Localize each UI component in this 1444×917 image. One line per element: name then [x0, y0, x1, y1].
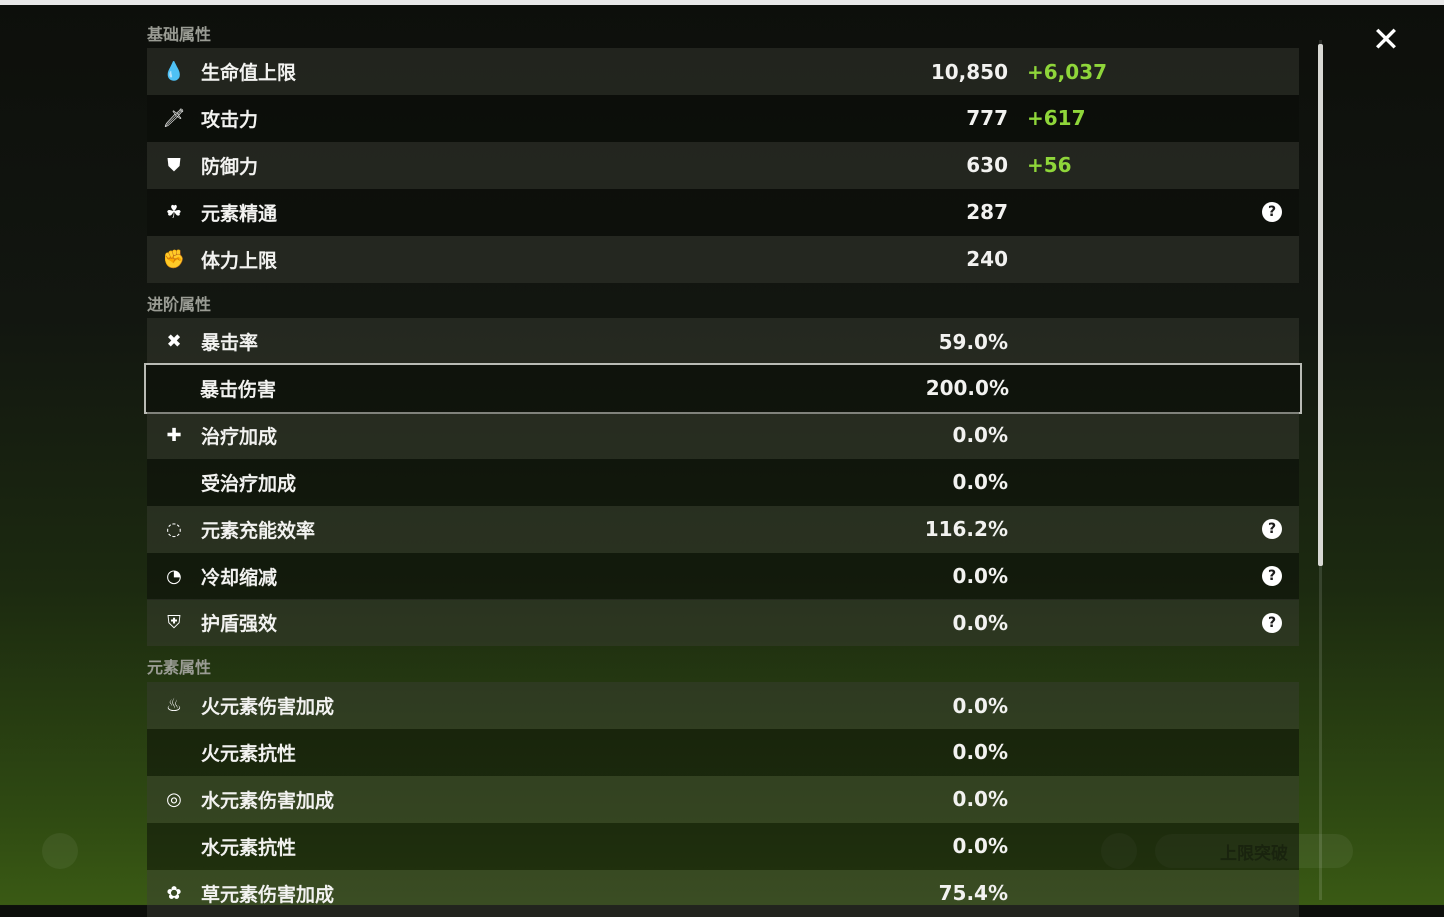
dendro-icon: ✿ — [166, 882, 182, 904]
attribute-value: 59.0% — [938, 329, 1008, 354]
attribute-value: 75.4% — [938, 881, 1008, 906]
attribute-label: 草元素伤害加成 — [201, 883, 335, 906]
attribute-label: 元素充能效率 — [201, 519, 316, 542]
attribute-label: 体力上限 — [201, 249, 278, 272]
attribute-value: 0.0% — [952, 834, 1008, 859]
help-icon[interactable]: ? — [1262, 612, 1282, 633]
attribute-row[interactable]: ⛊ 防御力 630 +56 — [147, 141, 1299, 189]
attribute-value: 0.0% — [952, 610, 1008, 635]
help-icon[interactable]: ? — [1262, 566, 1282, 586]
attribute-row[interactable]: ♨ 火元素伤害加成 0.0% — [147, 682, 1299, 729]
attribute-row[interactable]: 受治疗加成 0.0% — [147, 458, 1299, 506]
attribute-row[interactable]: ✚ 治疗加成 0.0% — [147, 411, 1299, 459]
attribute-row[interactable]: 🗡 攻击力 777 +617 — [147, 94, 1299, 142]
attribute-label: 暴击率 — [201, 332, 259, 354]
attribute-value: 630 — [966, 153, 1008, 178]
section-title: 基础属性 — [147, 25, 212, 44]
attribute-label: 水元素抗性 — [201, 836, 297, 859]
energy-recharge-icon: ◌ — [166, 518, 182, 540]
crit-rate-icon: ✖ — [166, 331, 182, 352]
window-top-edge — [0, 0, 1444, 5]
attribute-row[interactable]: ◔ 冷却缩减 0.0%? — [147, 552, 1299, 600]
section-title: 进阶属性 — [147, 295, 212, 314]
attribute-value: 0.0% — [952, 470, 1008, 495]
attribute-row[interactable]: 火元素抗性 0.0% — [147, 728, 1299, 776]
elemental-mastery-icon: ☘ — [165, 201, 183, 223]
attribute-label: 暴击伤害 — [200, 378, 277, 401]
attribute-value: 777 — [966, 106, 1008, 131]
attribute-label: 元素精通 — [201, 202, 278, 225]
attribute-label: 攻击力 — [201, 108, 259, 131]
attribute-value: 240 — [966, 247, 1008, 272]
attribute-row[interactable]: ◌ 元素充能效率 116.2%? — [147, 505, 1299, 553]
menu-grid-icon — [42, 833, 78, 869]
healing-cross-icon: ✚ — [166, 424, 182, 446]
close-icon: ✕ — [1371, 20, 1401, 60]
hydro-icon: ◎ — [166, 788, 182, 810]
attribute-label: 水元素伤害加成 — [201, 789, 335, 812]
attribute-label: 受治疗加成 — [201, 472, 297, 495]
attribute-label: 冷却缩减 — [201, 566, 278, 589]
attribute-value: 10,850 — [930, 59, 1008, 84]
attribute-value: 0.0% — [952, 740, 1008, 765]
attribute-row[interactable]: ✊ 体力上限 240 — [147, 235, 1299, 283]
attribute-row[interactable]: 水元素抗性 0.0% — [147, 822, 1299, 870]
help-icon[interactable]: ? — [1262, 519, 1282, 540]
attribute-value: 200.0% — [925, 376, 1009, 401]
attribute-row[interactable]: ◎ 水元素伤害加成 0.0% — [147, 775, 1299, 823]
attribute-value: 0.0% — [952, 423, 1008, 448]
attribute-label: 生命值上限 — [201, 62, 297, 84]
shield-strength-icon: ⛨ — [167, 612, 181, 634]
attribute-value: 116.2% — [924, 517, 1008, 542]
attribute-label: 火元素抗性 — [201, 742, 297, 765]
attribute-value: 0.0% — [952, 787, 1008, 812]
attribute-row[interactable]: 💧 生命值上限 10,850 +6,037 — [147, 48, 1299, 95]
close-button[interactable]: ✕ — [1368, 20, 1404, 60]
attribute-label: 火元素伤害加成 — [201, 696, 335, 718]
hp-drop-icon: 💧 — [162, 61, 186, 82]
attribute-row[interactable]: 暴击伤害 200.0% — [144, 362, 1302, 414]
attribute-value: 0.0% — [952, 693, 1008, 718]
attribute-label: 防御力 — [201, 155, 259, 178]
attribute-row[interactable]: ✖ 暴击率 59.0% — [147, 318, 1299, 365]
attribute-label: 护盾强效 — [201, 613, 278, 636]
sword-icon: 🗡 — [162, 107, 186, 129]
attribute-value: 0.0% — [952, 564, 1008, 588]
cooldown-icon: ◔ — [166, 565, 182, 587]
pyro-icon: ♨ — [165, 695, 183, 716]
shield-icon: ⛊ — [167, 154, 181, 176]
attribute-bonus: +617 — [1027, 106, 1086, 131]
stamina-icon: ✊ — [162, 248, 186, 270]
attribute-bonus: +56 — [1027, 153, 1072, 178]
section-title: 元素属性 — [147, 658, 212, 677]
help-icon[interactable]: ? — [1262, 202, 1282, 223]
crit-dmg-icon — [162, 377, 184, 399]
attribute-label: 治疗加成 — [201, 425, 278, 448]
attribute-row[interactable]: ⛨ 护盾强效 0.0%? — [147, 599, 1299, 647]
attribute-row[interactable]: ✿ 草元素伤害加成 75.4% — [147, 869, 1299, 917]
scrollbar-thumb[interactable] — [1318, 44, 1323, 566]
attribute-row[interactable]: ☘ 元素精通 287? — [147, 188, 1299, 236]
attribute-bonus: +6,037 — [1027, 59, 1108, 84]
attribute-value: 287 — [966, 200, 1008, 225]
